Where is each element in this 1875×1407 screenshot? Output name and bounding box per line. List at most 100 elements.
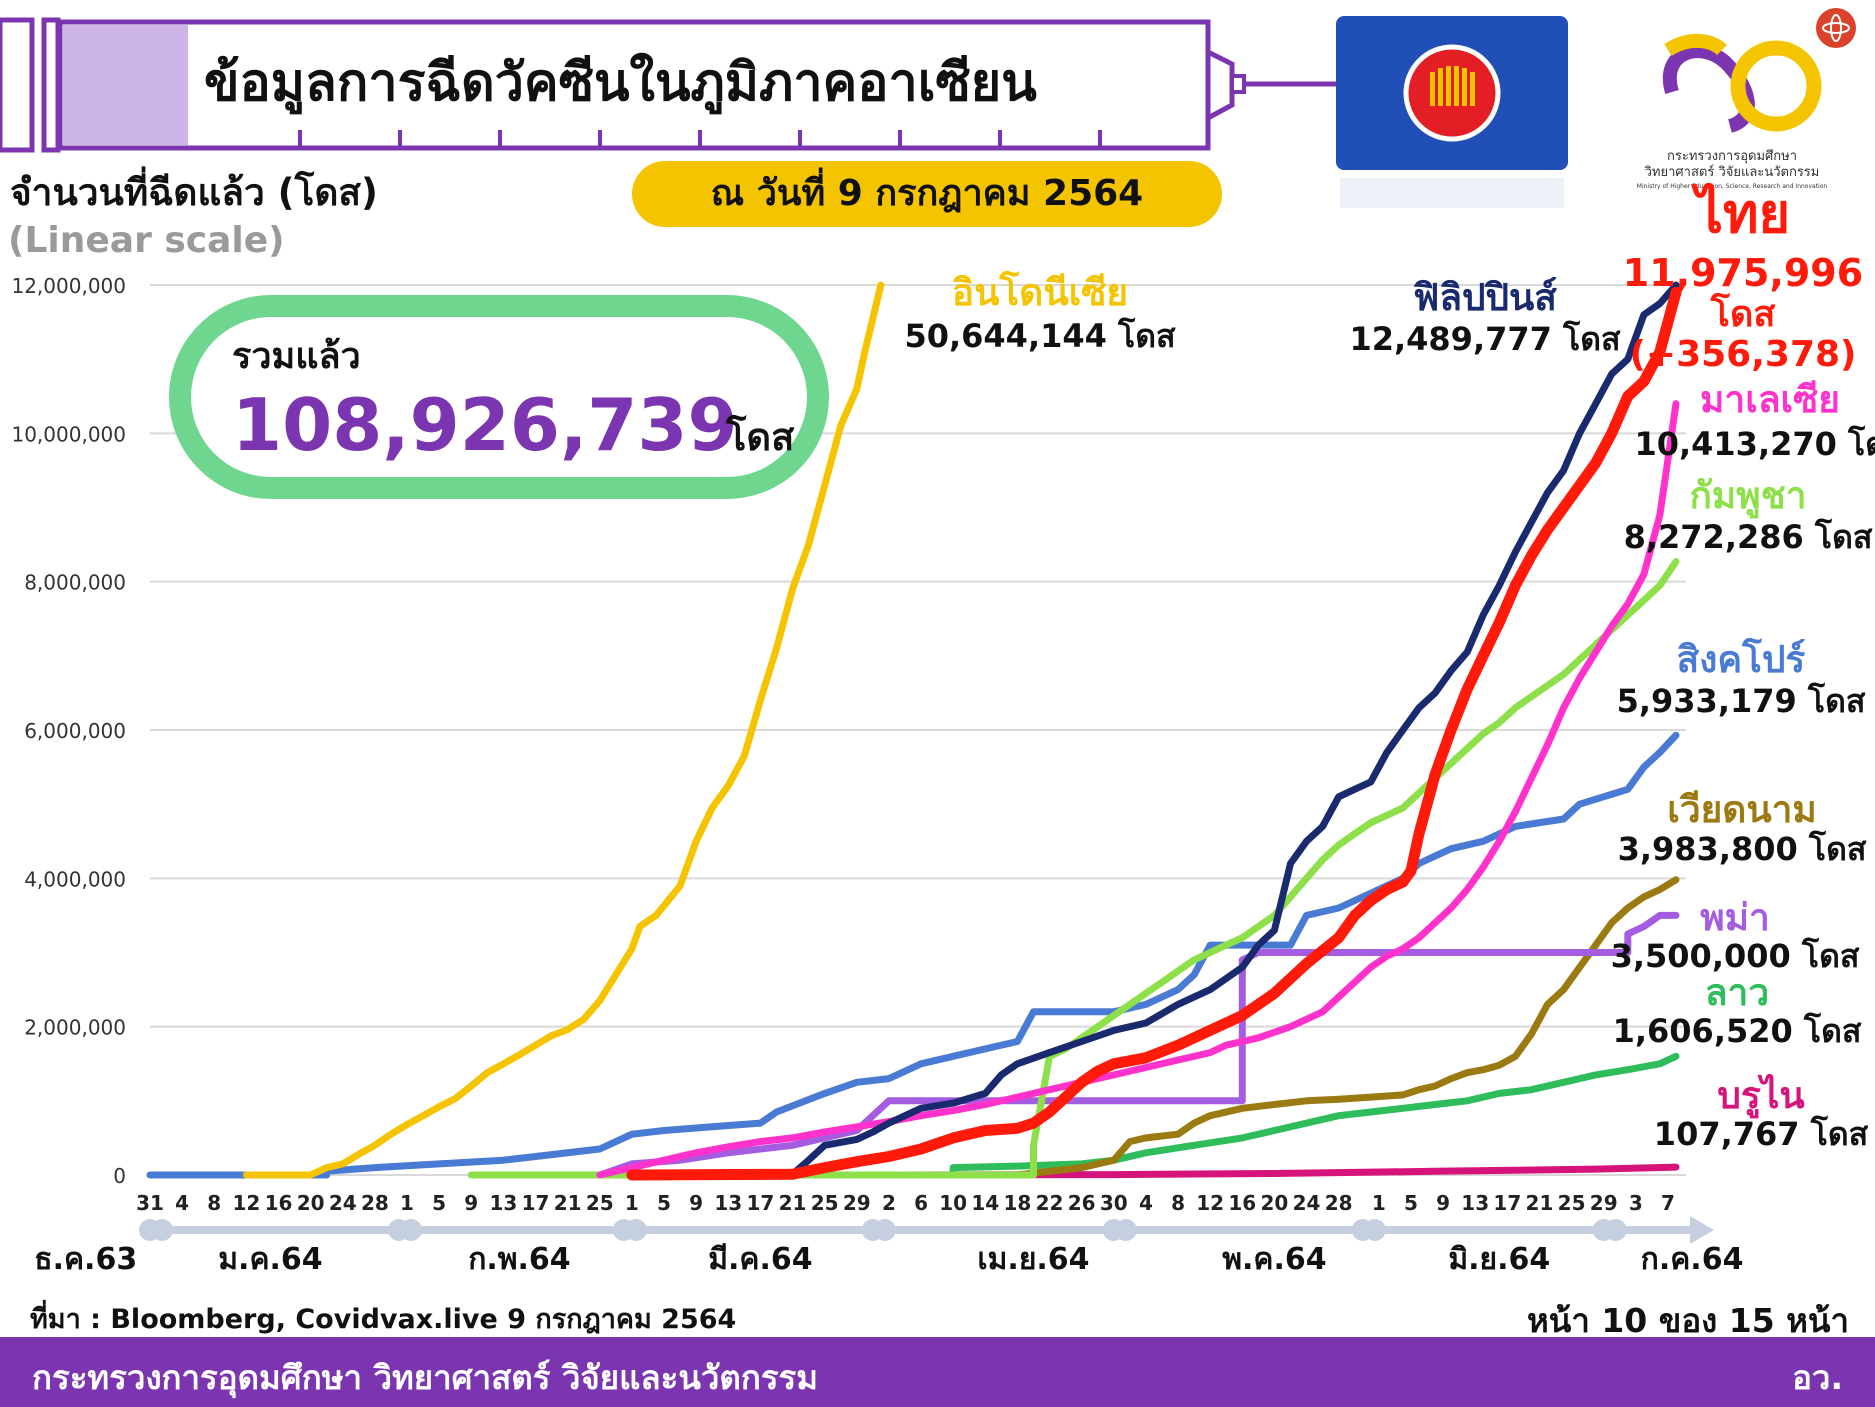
x-tick-label: 21 (554, 1191, 582, 1215)
x-tick-label: 20 (297, 1191, 325, 1215)
series-name-label: พม่า (1700, 896, 1770, 939)
x-tick-label: 1 (1372, 1191, 1386, 1215)
month-label: พ.ค.64 (1222, 1242, 1326, 1277)
y-tick-label: 8,000,000 (24, 571, 126, 595)
month-label: ธ.ค.63 (34, 1242, 137, 1277)
asean-flag (1336, 16, 1568, 208)
x-tick-label: 6 (914, 1191, 928, 1215)
syringe-header: ข้อมูลการฉีดวัคซีนในภูมิภาคอาเซียน (0, 17, 1336, 153)
x-tick-label: 4 (175, 1191, 189, 1215)
syringe-plunger-end (0, 17, 35, 153)
footer-abbrev: อว. (1792, 1358, 1843, 1397)
footer-ministry: กระทรวงการอุดมศึกษา วิทยาศาสตร์ วิจัยและ… (32, 1358, 819, 1397)
x-tick-label: 1 (400, 1191, 414, 1215)
month-label: ก.ค.64 (1641, 1242, 1744, 1277)
series-name-label: สิงคโปร์ (1677, 637, 1806, 681)
series-line-0 (242, 281, 885, 1179)
x-tick-label: 21 (1526, 1191, 1554, 1215)
x-tick-label: 17 (522, 1191, 550, 1215)
x-tick-label: 31 (136, 1191, 164, 1215)
y-tick-label: 2,000,000 (24, 1016, 126, 1040)
x-tick-label: 16 (1228, 1191, 1256, 1215)
x-tick-label: 18 (1003, 1191, 1031, 1215)
series-total-label: 11,975,996 (1623, 251, 1863, 295)
x-tick-label: 2 (882, 1191, 896, 1215)
syringe-tip (1205, 47, 1235, 123)
x-tick-label: 28 (1325, 1191, 1353, 1215)
series-line-1 (628, 281, 1680, 1179)
timeline-arrow-icon (1690, 1216, 1714, 1244)
ministry-logo-text2: วิทยาศาสตร์ วิจัยและนวัตกรรม (1644, 164, 1819, 180)
x-tick-label: 12 (232, 1191, 260, 1215)
series-total-label: 3,500,000 โดส (1611, 937, 1860, 975)
series-total-label: 107,767 โดส (1654, 1115, 1869, 1153)
series-labels: อินโดนีเซีย50,644,144 โดส ฟิลิปปินส์12,48… (904, 182, 1875, 1153)
footer-bar: กระทรวงการอุดมศึกษา วิทยาศาสตร์ วิจัยและ… (0, 1337, 1875, 1407)
ministry-logo-text: กระทรวงการอุดมศึกษา (1667, 149, 1797, 164)
logo-mark-right (1730, 40, 1822, 132)
chart-title: จำนวนที่ฉีดแล้ว (โดส) (10, 166, 378, 214)
x-tick-label: 5 (432, 1191, 446, 1215)
series-lines (146, 281, 1682, 1181)
series-line-7 (596, 911, 1680, 1179)
page-number: หน้า 10 ของ 15 หน้า (1527, 1301, 1849, 1340)
series-name-label: อินโดนีเซีย (952, 270, 1128, 314)
month-boundary-marker (151, 1219, 174, 1241)
x-tick-label: 13 (489, 1191, 517, 1215)
month-boundary-marker (1363, 1219, 1386, 1241)
series-line-9 (885, 1163, 1680, 1179)
total-unit: โดส (725, 414, 795, 459)
month-label: มิ.ย.64 (1448, 1242, 1550, 1277)
chart-subtitle: (Linear scale) (8, 220, 285, 261)
series-total-label: 8,272,286 โดส (1624, 518, 1873, 556)
x-tick-label: 26 (1068, 1191, 1096, 1215)
x-tick-label: 5 (657, 1191, 671, 1215)
y-tick-label: 10,000,000 (11, 422, 126, 446)
ministry-logo: กระทรวงการอุดมศึกษา วิทยาศาสตร์ วิจัยและ… (1637, 8, 1856, 190)
x-tick-label: 20 (1260, 1191, 1288, 1215)
x-tick-label: 13 (1461, 1191, 1489, 1215)
total-box (169, 295, 829, 499)
asean-rice-icon (1430, 66, 1475, 106)
series-increase-label: (+356,378) (1629, 334, 1856, 375)
x-tick-label: 8 (1171, 1191, 1185, 1215)
x-tick-label: 25 (811, 1191, 839, 1215)
series-total-label: 12,489,777 โดส (1349, 320, 1621, 358)
series-name-label: มาเลเซีย (1700, 378, 1840, 421)
x-tick-label: 8 (207, 1191, 221, 1215)
series-name-label: บรูไน (1717, 1073, 1804, 1119)
month-boundary-marker (1604, 1219, 1627, 1241)
x-tick-label: 30 (1100, 1191, 1128, 1215)
x-tick-label: 5 (1404, 1191, 1418, 1215)
series-total-label: 10,413,270 โดส (1634, 425, 1875, 463)
x-tick-label: 29 (843, 1191, 871, 1215)
asean-flag-reflection (1340, 178, 1564, 208)
total-label: รวมแล้ว (232, 336, 361, 377)
x-tick-label: 9 (689, 1191, 703, 1215)
series-unit-label: โดส (1710, 292, 1776, 335)
y-tick-label: 0 (113, 1164, 126, 1188)
x-tick-label: 9 (1436, 1191, 1450, 1215)
series-name-label: ลาว (1705, 971, 1769, 1014)
x-tick-label: 29 (1590, 1191, 1618, 1215)
syringe-fill (63, 25, 188, 145)
series-line-4 (467, 558, 1680, 1179)
series-total-label: 5,933,179 โดส (1617, 682, 1866, 720)
x-tick-label: 28 (361, 1191, 389, 1215)
ministry-logo-text3: Ministry of Higher Education, Science, R… (1637, 183, 1828, 190)
x-tick-label: 25 (1558, 1191, 1586, 1215)
x-tick-label: 3 (1629, 1191, 1643, 1215)
series-name-label: ไทย (1691, 182, 1790, 245)
x-tick-label: 12 (1196, 1191, 1224, 1215)
month-boundary-marker (400, 1219, 423, 1241)
x-tick-label: 4 (1139, 1191, 1153, 1215)
x-tick-label: 1 (625, 1191, 639, 1215)
date-badge (632, 161, 1222, 227)
x-tick-label: 25 (586, 1191, 614, 1215)
month-boundary-marker (624, 1219, 647, 1241)
series-total-label: 1,606,520 โดส (1613, 1012, 1862, 1050)
x-tick-label: 17 (746, 1191, 774, 1215)
series-line-6 (692, 876, 1680, 1179)
x-tick-label: 21 (779, 1191, 807, 1215)
